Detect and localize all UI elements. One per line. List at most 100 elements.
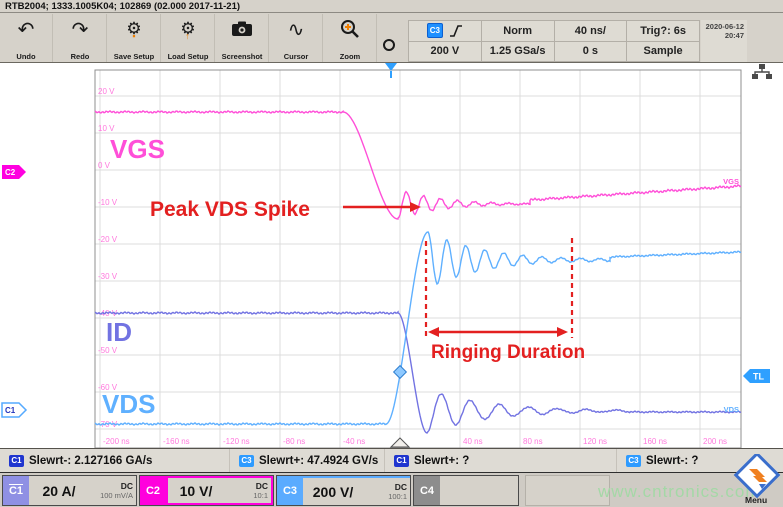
channel-2-block[interactable]: C2 10 V/ DC 10:1 (139, 475, 274, 506)
date-text: 2020-06-12 (705, 22, 744, 31)
sample-rate-cell[interactable]: 1.25 GSa/s (481, 41, 554, 61)
time-tick-label: -120 ns (223, 437, 250, 446)
trace-vds (94, 231, 742, 426)
measurement-4[interactable]: C3 Slewrt-: ? (617, 449, 783, 472)
voltage-tick-label: -30 V (98, 272, 118, 281)
voltage-tick-label: 20 V (98, 87, 115, 96)
rising-edge-icon (449, 24, 462, 37)
ringing-span-right-head-icon (557, 327, 568, 337)
load-accent-icon: ↑ (185, 31, 190, 41)
trace-vgs (94, 109, 742, 220)
measurement-1[interactable]: C1 Slewrt-: 2.127166 GA/s (0, 449, 230, 472)
trace-label-id: ID (106, 317, 132, 347)
measurement-4-value: Slewrt-: ? (646, 454, 699, 467)
zoom-button[interactable]: Zoom (324, 14, 377, 62)
ringing-duration-label: Ringing Duration (431, 342, 585, 363)
channel-2-scale: 10 V/ (179, 482, 213, 499)
peak-vds-spike-label: Peak VDS Spike (150, 198, 310, 221)
device-title: RTB2004; 1333.1005K04; 102869 (02.000 20… (5, 1, 241, 12)
channel-2-probe: 10:1 (253, 490, 268, 500)
trigger-time-marker[interactable] (389, 437, 411, 448)
voltage-tick-label: -10 V (98, 198, 118, 207)
timebase-cell[interactable]: 40 ns/ (554, 21, 627, 41)
logo-chevron-icon (749, 469, 765, 477)
cursor-button[interactable]: ∿ Cursor (270, 14, 323, 62)
voltage-tick-label: -20 V (98, 235, 118, 244)
channel-2-position-marker[interactable] (2, 165, 26, 179)
measurement-row: C1 Slewrt-: 2.127166 GA/s C3 Slewrt+: 47… (0, 448, 783, 472)
channel-3-block[interactable]: C3 200 V/ DC 100:1 (276, 475, 411, 506)
voltage-tick-label: -60 V (98, 383, 118, 392)
redo-icon: ↷ (71, 18, 89, 41)
trigger-level-cell[interactable]: 200 V (409, 41, 481, 61)
channel-3-scale: 200 V/ (312, 483, 354, 500)
measurement-4-source-badge: C3 (626, 454, 641, 467)
measurement-2[interactable]: C3 Slewrt+: 47.4924 GV/s (230, 449, 385, 472)
trigger-status-cell[interactable]: Trig?: 6s (627, 21, 699, 41)
channel-1-coupling: DC (120, 480, 133, 491)
trace-end-label-vds: VDS (724, 405, 739, 414)
trigger-position-top-marker[interactable] (385, 63, 397, 71)
load-setup-label: Load Setup (167, 52, 209, 61)
time-tick-label: -160 ns (163, 437, 190, 446)
undo-label: Undo (16, 52, 36, 61)
screenshot-button[interactable]: Screenshot (216, 14, 269, 62)
channel-2-settings: 10 V/ DC 10:1 (166, 476, 273, 505)
trigger-point-diamond (392, 364, 408, 380)
logo-chevron2-icon (753, 476, 767, 482)
channel-2-badge: C2 (140, 476, 166, 505)
camera-icon (231, 16, 253, 42)
channel-1-block[interactable]: C1 20 A/ DC 100 mV/A (2, 475, 137, 506)
measurement-1-value: Slewrt-: 2.127166 GA/s (29, 454, 153, 467)
channel-3-probe: 100:1 (388, 491, 407, 501)
measurement-3-source-badge: C1 (394, 454, 409, 467)
trace-end-label-vgs: VGS (723, 177, 739, 186)
load-setup-button[interactable]: ⚙ ↑ Load Setup (162, 14, 215, 62)
save-setup-button[interactable]: ⚙ ▪ Save Setup (108, 14, 161, 62)
channel-3-coupling: DC (394, 481, 407, 492)
trigger-level-marker[interactable] (743, 369, 770, 383)
watermark: www.cntronics.com (598, 482, 761, 501)
cursor-label: Cursor (283, 52, 309, 61)
channel-row: C1 20 A/ DC 100 mV/A C2 10 V/ DC 10:1 C3 (0, 472, 783, 507)
voltage-tick-label: -50 V (98, 346, 118, 355)
channel-2-coupling: DC (255, 480, 268, 491)
channel-3-badge: C3 (277, 476, 303, 505)
channel-3-settings: 200 V/ DC 100:1 (303, 476, 410, 505)
load-setup-gear-icon: ⚙ ↑ (180, 19, 196, 41)
redo-button[interactable]: ↷ Redo (54, 14, 107, 62)
horizontal-position-cell[interactable]: 0 s (554, 41, 627, 61)
redo-label: Redo (70, 52, 90, 61)
measurement-2-source-badge: C3 (239, 454, 254, 467)
save-setup-gear-icon: ⚙ ▪ (126, 19, 142, 41)
acquisition-mode-cell[interactable]: Sample (627, 41, 699, 61)
trigger-status-panel: C3 Norm 40 ns/ Trig?: 6s 200 V 1.25 GSa/… (408, 20, 700, 62)
undo-button[interactable]: ↶ Undo (0, 14, 53, 62)
channel-2-marker-label: C2 (5, 168, 16, 177)
sine-wave-icon: ∿ (287, 18, 305, 41)
channel-4-badge: C4 (414, 476, 440, 505)
measurement-3[interactable]: C1 Slewrt+: ? (385, 449, 617, 472)
trigger-mode-cell[interactable]: Norm (481, 21, 554, 41)
screenshot-label: Screenshot (221, 52, 263, 61)
ringing-span-left-head-icon (428, 327, 439, 337)
menu-label[interactable]: Menu (745, 495, 768, 505)
time-tick-label: -80 ns (283, 437, 305, 446)
trigger-source-cell[interactable]: C3 (409, 21, 481, 41)
trigger-level-label: TL (753, 372, 764, 382)
channel-4-settings (440, 476, 518, 505)
trace-id (94, 310, 742, 434)
trace-label-vds: VDS (102, 389, 155, 419)
channel-1-marker-label: C1 (5, 406, 16, 415)
channel-1-position-marker[interactable] (1, 402, 28, 418)
toolbar-handle-dot[interactable] (383, 39, 395, 51)
channel-4-block[interactable]: C4 (413, 475, 519, 506)
peak-arrow-head-icon (410, 202, 421, 212)
voltage-tick-label: 10 V (98, 124, 115, 133)
time-tick-label: 200 ns (703, 437, 727, 446)
undo-icon: ↶ (17, 18, 35, 41)
time-tick-label: 40 ns (463, 437, 483, 446)
menu-logo-button[interactable] (733, 454, 781, 498)
trigger-source-badge: C3 (426, 23, 443, 39)
